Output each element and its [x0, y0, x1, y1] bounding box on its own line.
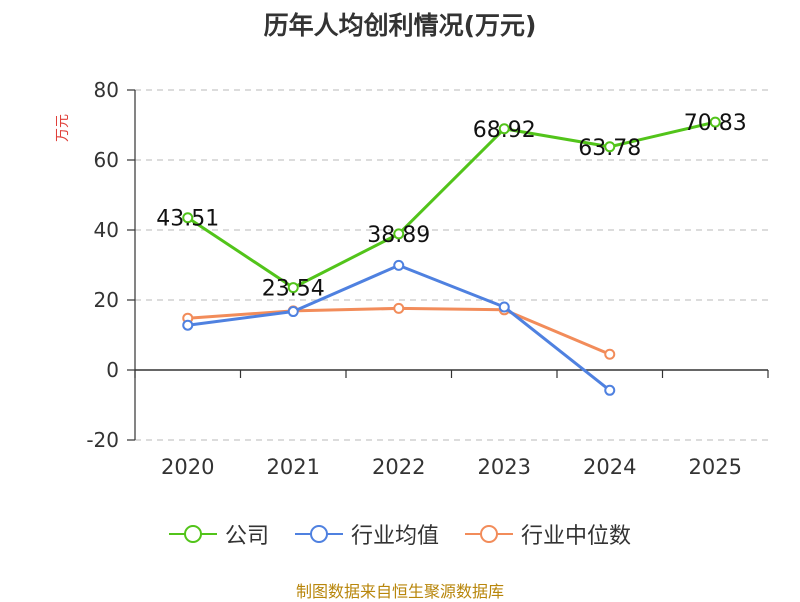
legend-item-industry-median[interactable]: 行业中位数 [465, 518, 631, 550]
data-point [393, 228, 405, 240]
y-tick-label: 80 [94, 78, 119, 102]
x-tick-label: 2020 [161, 455, 214, 479]
legend-line-icon [465, 525, 513, 543]
x-tick-label: 2025 [689, 455, 742, 479]
y-tick-label: -20 [86, 428, 119, 452]
chart-title: 历年人均创利情况(万元) [263, 11, 537, 40]
data-point [498, 123, 510, 135]
data-label: 23.54 [262, 277, 325, 302]
y-tick-label: 20 [94, 288, 119, 312]
data-label: 43.51 [156, 207, 219, 232]
data-point [287, 282, 299, 294]
data-point [182, 319, 194, 331]
legend-line-icon [294, 525, 343, 543]
data-point [393, 259, 405, 271]
y-tick-label: 0 [106, 358, 119, 382]
data-point [393, 302, 405, 314]
legend: 公司 行业均值 行业中位数 [0, 518, 800, 550]
data-label: 63.78 [578, 136, 641, 161]
data-point [604, 348, 616, 360]
axes: -20 0 20 40 60 80 2020 2021 2022 2023 2024 2025 [86, 78, 769, 479]
data-point [182, 212, 194, 224]
legend-label: 公司 [224, 524, 269, 549]
data-point [604, 141, 616, 153]
data-source-note: 制图数据来自恒生聚源数据库 [295, 582, 504, 601]
legend-label: 行业中位数 [521, 524, 632, 549]
gridlines [135, 89, 768, 441]
series-line [186, 120, 716, 290]
legend-line-icon [168, 525, 217, 543]
x-tick-label: 2024 [583, 455, 636, 479]
legend-item-industry-mean[interactable]: 行业均值 [294, 518, 439, 550]
data-point [604, 384, 616, 396]
series-lines [182, 116, 721, 396]
data-labels: 43.51 23.54 38.89 68.92 63.78 70.83 [156, 111, 746, 302]
y-tick-label: 60 [94, 148, 119, 172]
x-tick-label: 2022 [372, 455, 425, 479]
data-label: 70.83 [684, 111, 747, 136]
legend-item-company[interactable]: 公司 [168, 518, 269, 550]
data-point [287, 306, 299, 318]
y-tick-label: 40 [94, 218, 119, 242]
x-tick-label: 2023 [478, 455, 531, 479]
data-label: 38.89 [367, 223, 430, 248]
data-point [709, 116, 721, 128]
data-label: 68.92 [473, 118, 536, 143]
x-tick-label: 2021 [267, 455, 320, 479]
data-point [498, 301, 510, 313]
series-line [187, 306, 611, 356]
legend-label: 行业均值 [350, 524, 439, 549]
